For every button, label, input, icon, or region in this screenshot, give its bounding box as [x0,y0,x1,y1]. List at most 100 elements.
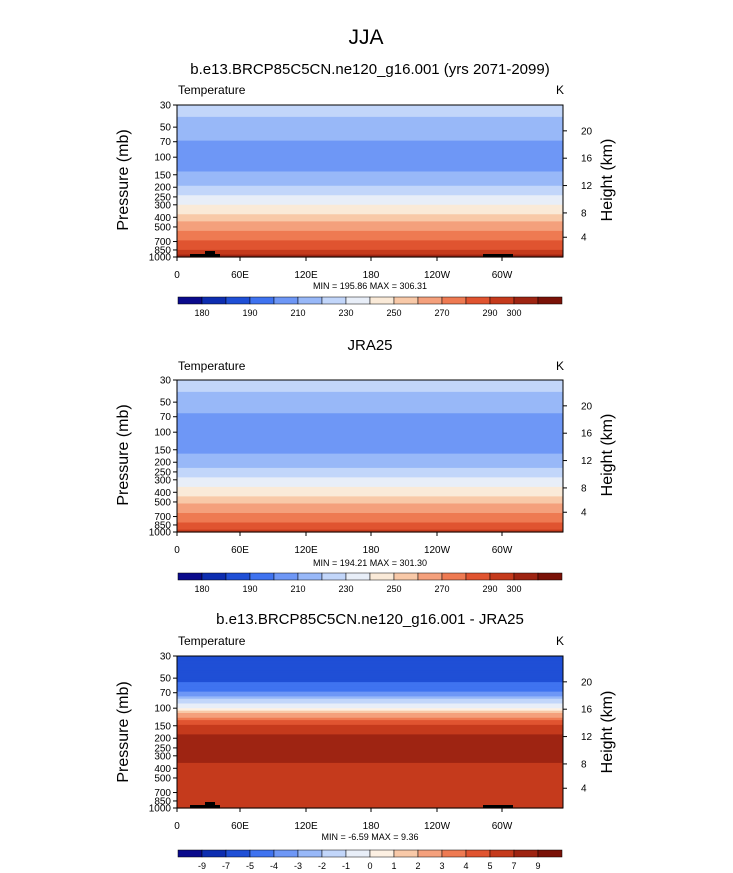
x-tick-label: 0 [174,821,180,832]
y2-tick-label: 8 [581,759,587,770]
field-band [177,724,563,728]
field-band [177,701,563,705]
field-band [177,107,563,111]
field-band [177,789,563,792]
y-tick-label: 150 [154,445,171,456]
field-band [177,188,563,192]
colorbar-label: 0 [367,861,372,871]
colorbar-label: -5 [246,861,254,871]
y2-axis-title: Height (km) [599,139,616,222]
colorbar-label: 230 [338,584,353,594]
y-tick-label: 850 [154,520,171,531]
y-tick-label: 850 [154,796,171,807]
y2-tick-label: 8 [581,483,587,494]
field-band [177,777,563,781]
field-band [177,448,563,452]
field-band [177,746,563,750]
field-band [177,796,563,800]
field-band [177,494,563,497]
colorbar-swatch [369,296,395,305]
colorbar-label: -2 [318,861,326,871]
field-band [177,420,563,424]
colorbar-swatch [177,849,203,858]
field-band [177,484,563,488]
field-band [177,109,563,113]
field-band [177,121,563,125]
field-band [177,200,563,203]
y-tick-label: 50 [160,123,172,134]
field-band [177,517,563,521]
field-band [177,176,563,180]
y-tick-label: 300 [154,200,171,211]
field-band [177,221,563,225]
y2-tick-label: 20 [581,401,593,412]
units-label: K [556,359,564,373]
field-band [177,159,563,163]
colorbar-swatch [465,572,491,581]
y2-tick-label: 12 [581,732,593,743]
y-tick-label: 700 [154,512,171,523]
colorbar-swatch [417,849,443,858]
colorbar-label: 180 [194,308,209,318]
x-tick-label: 180 [363,821,380,832]
colorbar-label: 250 [386,308,401,318]
field-band [177,154,563,158]
field-band [177,173,563,177]
field-band [177,150,563,154]
y-tick-label: 700 [154,237,171,248]
field-band [177,708,563,712]
colorbar-swatch [201,296,227,305]
field-band [177,784,563,788]
field-band [177,391,563,395]
field-band [177,698,563,702]
colorbar-label: -4 [270,861,278,871]
colorbar-label: 270 [434,584,449,594]
colorbar-label: 9 [535,861,540,871]
terrain-mask [205,802,215,808]
field-band [177,772,563,776]
y-tick-label: 70 [160,137,172,148]
field-band [177,498,563,502]
units-label: K [556,634,564,648]
y2-tick-label: 12 [581,456,593,467]
y2-axis-title: Height (km) [599,414,616,497]
units-label: K [556,83,564,97]
field-band [177,126,563,130]
field-band [177,489,563,493]
colorbar-label: -1 [342,861,350,871]
colorbar-swatch [417,296,443,305]
field-band [177,422,563,426]
x-tick-label: 180 [363,545,380,556]
field-band [177,185,563,189]
colorbar-swatch [393,572,419,581]
field-band [177,112,563,116]
y2-tick-label: 16 [581,154,593,165]
field-band [177,798,563,802]
field-band [177,152,563,156]
field-band [177,413,563,417]
field-band [177,444,563,448]
field-band [177,223,563,227]
x-tick-label: 120W [424,270,451,281]
field-band [177,713,563,716]
colorbar-label: 4 [463,861,468,871]
y-tick-label: 200 [154,734,171,745]
field-band [177,791,563,795]
y2-tick-label: 20 [581,126,593,137]
field-band [177,456,563,459]
colorbar-label: -7 [222,861,230,871]
field-band [177,458,563,462]
field-band [177,696,563,700]
field-band [177,527,563,531]
colorbar-swatch [345,296,371,305]
colorbar-swatch [297,296,323,305]
x-tick-label: 0 [174,545,180,556]
field-band [177,128,563,132]
field-band [177,143,563,146]
field-band [177,503,563,507]
field-band [177,164,563,168]
y-tick-label: 1000 [149,528,172,539]
field-band [177,667,563,671]
field-band [177,689,563,693]
field-band [177,211,563,215]
